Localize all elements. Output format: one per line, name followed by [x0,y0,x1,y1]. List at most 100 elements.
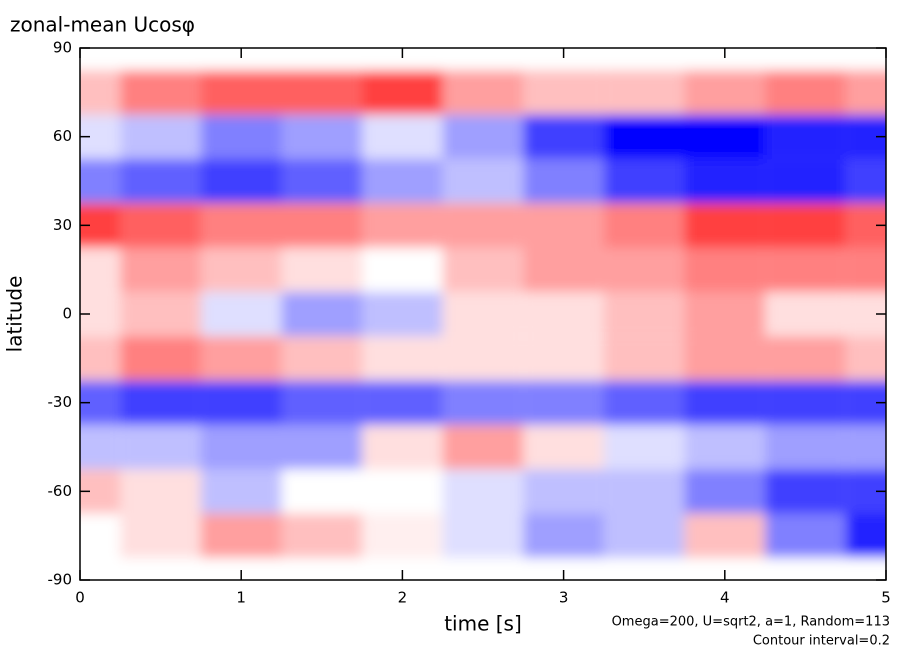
field-cell [603,513,685,558]
y-tick-label: -90 [48,571,73,589]
field-cell [523,557,604,580]
x-axis-label: time [s] [444,612,522,636]
field-cell [523,247,604,292]
field-cell [442,469,524,514]
field-cell [80,70,121,115]
field-cell [200,203,282,248]
field-cell [684,380,766,425]
field-cell [362,336,443,381]
field-cell [120,114,201,159]
field-cell [845,291,886,337]
field-cell [362,424,443,470]
field-cell [523,513,604,558]
field-cell [845,424,886,470]
field-cell [200,380,282,425]
y-tick-label: -30 [48,393,73,411]
field-cell [120,336,201,381]
field-cell [684,469,766,514]
field-cell [80,557,121,580]
field-cell [603,70,685,115]
field-cell [442,70,524,115]
field-cell [845,469,886,514]
y-tick-label: 0 [62,305,72,323]
field-cell [442,114,524,159]
field-cell [845,336,886,381]
x-tick-label: 2 [398,589,408,607]
field [80,48,886,580]
field-cell [442,557,524,580]
field-cell [845,557,886,580]
field-cell [523,158,604,204]
field-cell [765,48,846,71]
field-cell [120,158,201,204]
field-cell [80,247,121,292]
field-cell [80,336,121,381]
field-cell [765,424,846,470]
field-cell [523,70,604,115]
x-tick-label: 5 [881,589,891,607]
field-cell [362,70,443,115]
y-tick-label: -60 [48,482,73,500]
field-cell [765,114,846,159]
field-cell [200,70,282,115]
y-tick-label: 90 [53,39,72,57]
field-cell [523,336,604,381]
field-cell [765,291,846,337]
field-cell [80,48,121,71]
field-cell [684,158,766,204]
field-cell [684,48,766,71]
field-cell [442,203,524,248]
field-cell [200,247,282,292]
field-cell [523,380,604,425]
field-cell [442,424,524,470]
field-cell [281,336,363,381]
y-tick-label: 60 [53,127,72,145]
field-cell [765,203,846,248]
field-cell [765,158,846,204]
field-cell [442,158,524,204]
field-cell [120,513,201,558]
field-cell [603,380,685,425]
field-cell [120,469,201,514]
field-cell [200,291,282,337]
field-cell [362,48,443,71]
field-cell [684,247,766,292]
field-cell [845,158,886,204]
field-cell [120,380,201,425]
field-cell [200,114,282,159]
field-cell [362,114,443,159]
field-cell [80,424,121,470]
field-cell [200,158,282,204]
field-cell [120,424,201,470]
field-cell [200,469,282,514]
field-cell [281,158,363,204]
x-tick-label: 0 [75,589,85,607]
field-cell [684,513,766,558]
field-cell [603,48,685,71]
field-cell [684,70,766,115]
field-cell [845,114,886,159]
field-cell [523,291,604,337]
field-cell [442,291,524,337]
field-cell [603,557,685,580]
field-cell [765,247,846,292]
field-cell [281,380,363,425]
field-cell [845,70,886,115]
annotation: Contour interval=0.2 [753,634,890,649]
field-cell [765,70,846,115]
field-cell [684,203,766,248]
field-cell [845,203,886,248]
field-cell [765,380,846,425]
cells [80,48,886,580]
field-cell [120,247,201,292]
field-cell [200,336,282,381]
field-cell [523,469,604,514]
field-cell [281,469,363,514]
x-tick-label: 3 [559,589,569,607]
field-cell [603,158,685,204]
field-cell [281,48,363,71]
field-cell [200,424,282,470]
field-cell [362,247,443,292]
field-cell [442,48,524,71]
